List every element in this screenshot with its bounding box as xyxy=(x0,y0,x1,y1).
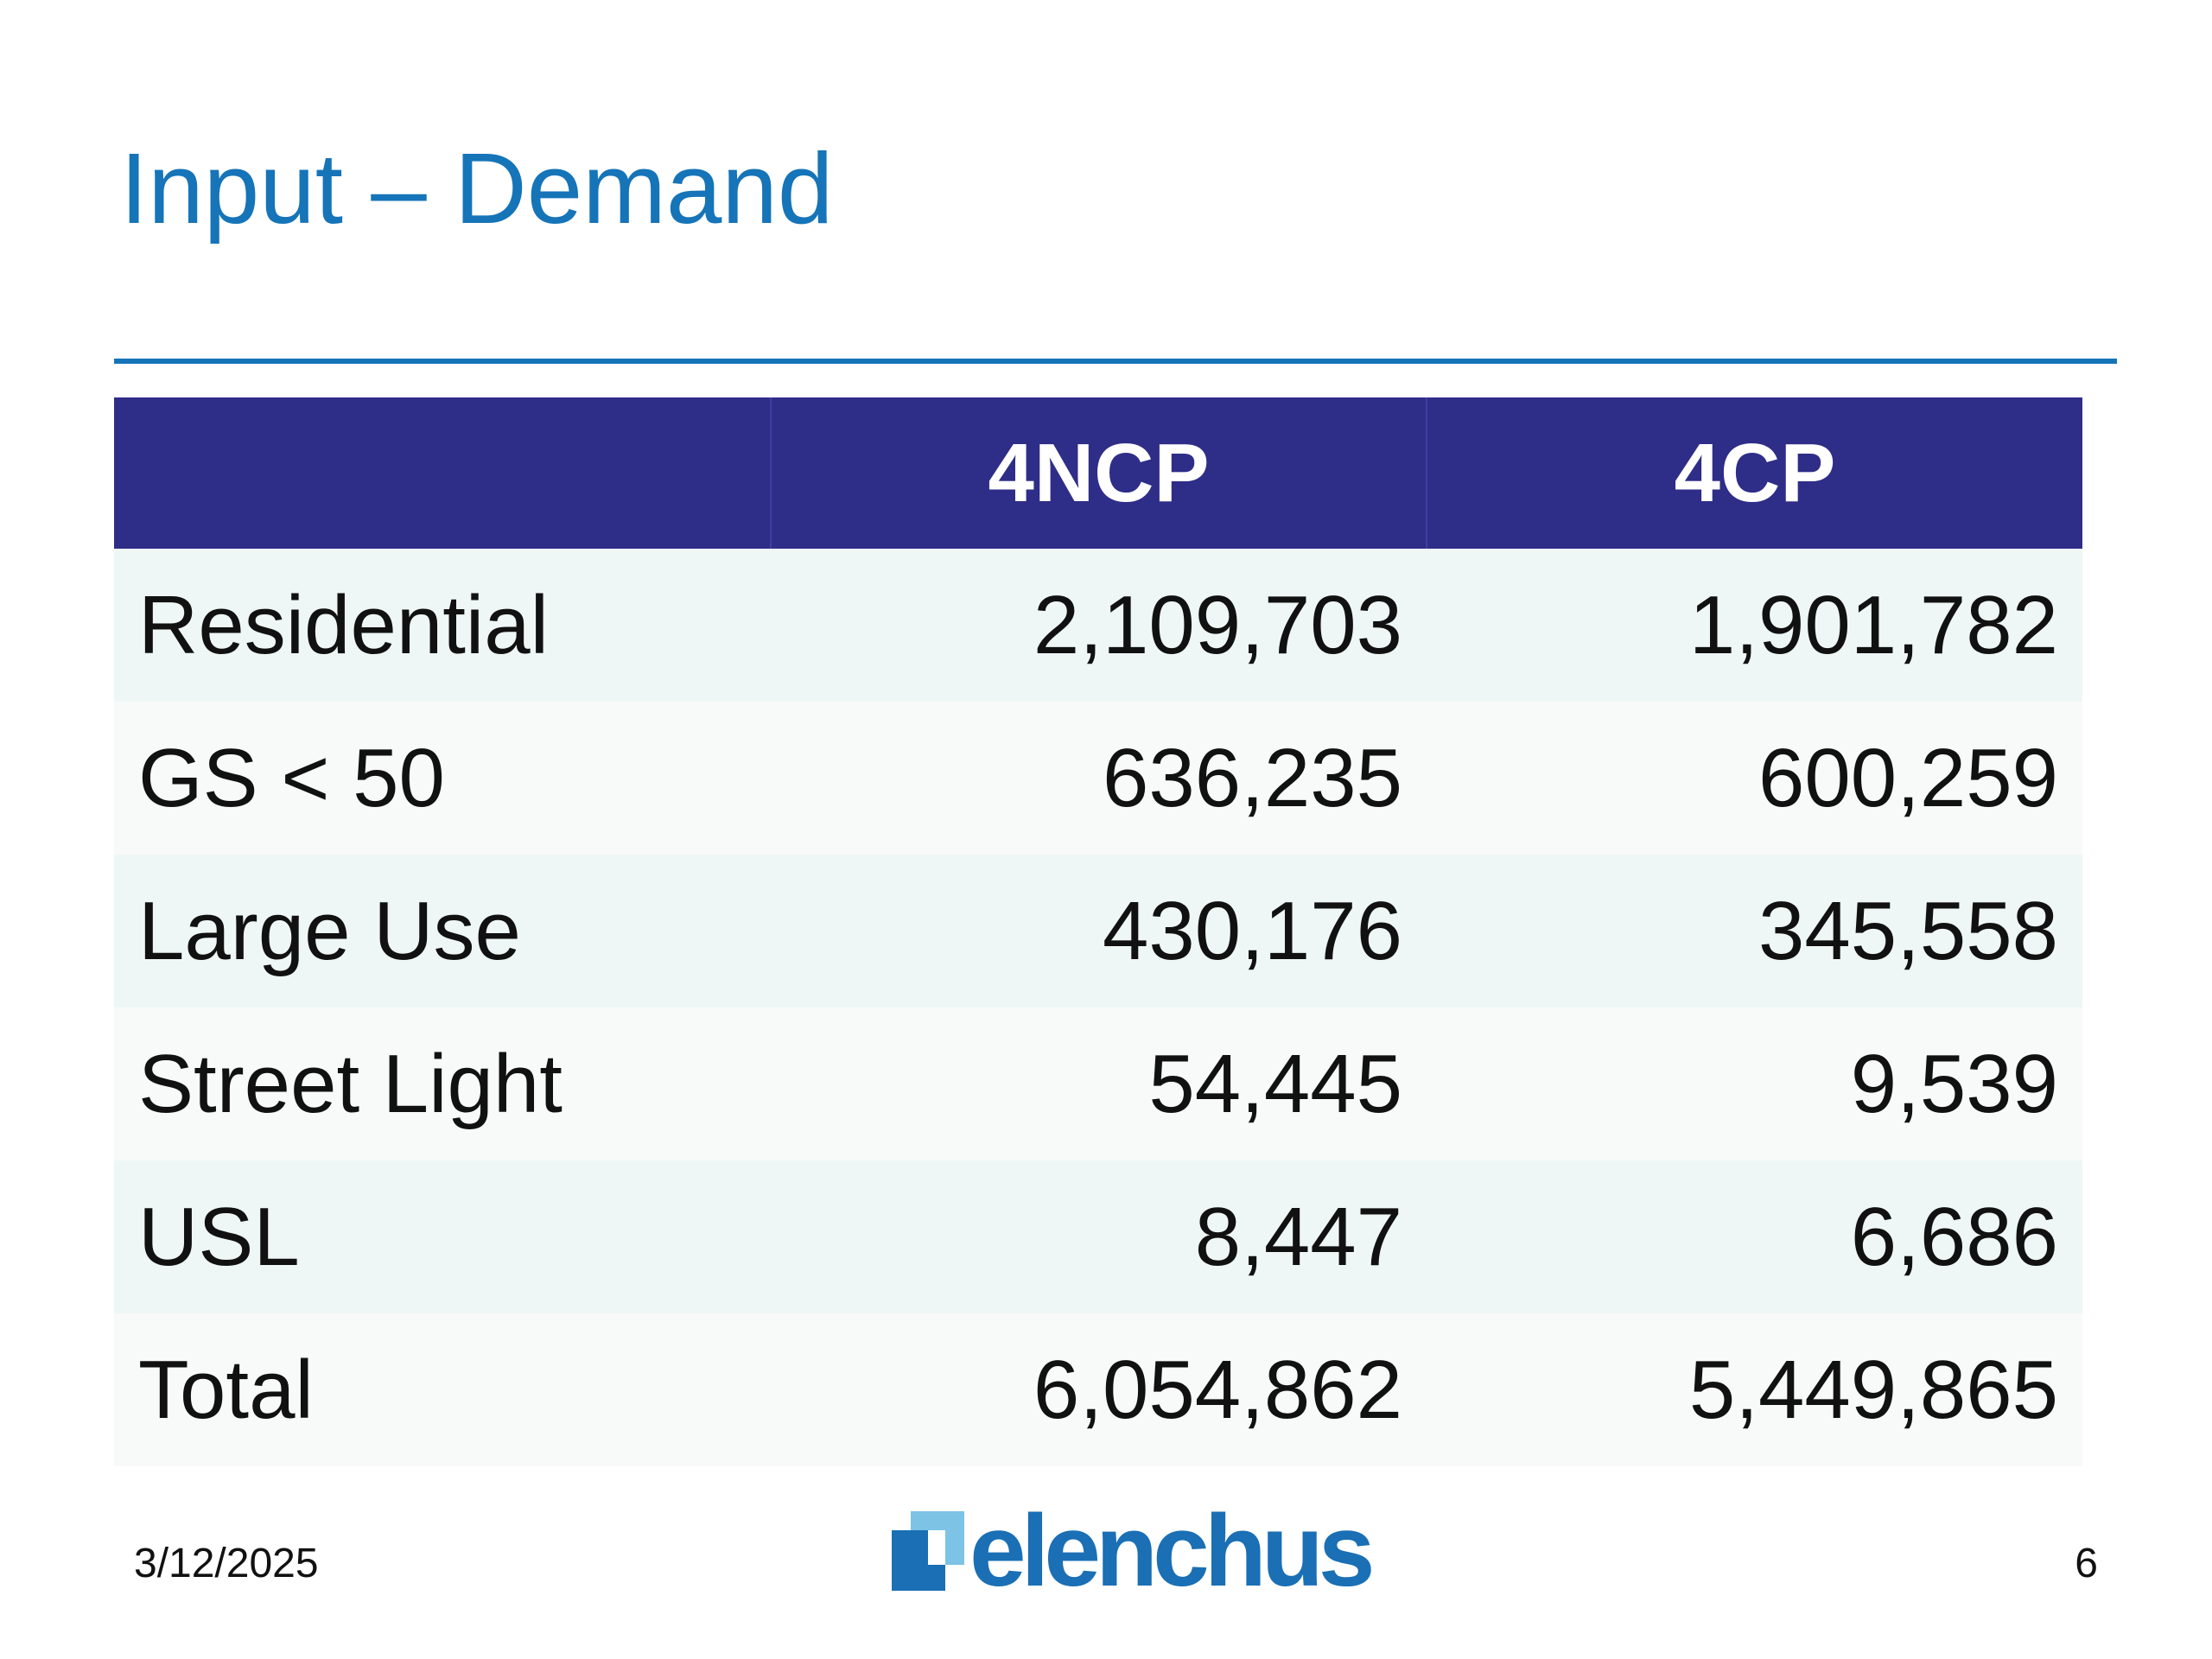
value-4ncp: 6,054,862 xyxy=(771,1313,1427,1466)
slide-title: Input – Demand xyxy=(120,132,834,245)
table-row: Street Light 54,445 9,539 xyxy=(114,1007,2082,1160)
table-row-total: Total 6,054,862 5,449,865 xyxy=(114,1313,2082,1466)
row-label: Large Use xyxy=(114,855,771,1007)
title-divider xyxy=(114,359,2117,364)
row-label: Street Light xyxy=(114,1007,771,1160)
table-row: Residential 2,109,703 1,901,782 xyxy=(114,549,2082,702)
value-4cp: 600,259 xyxy=(1427,702,2082,855)
value-4cp: 9,539 xyxy=(1427,1007,2082,1160)
value-4cp: 345,558 xyxy=(1427,855,2082,1007)
page-number: 6 xyxy=(2075,1541,2098,1586)
elenchus-logo: elenchus xyxy=(892,1494,1376,1608)
value-4ncp: 8,447 xyxy=(771,1160,1427,1313)
demand-table: 4NCP 4CP Residential 2,109,703 1,901,782… xyxy=(114,397,2082,1466)
table-row: USL 8,447 6,686 xyxy=(114,1160,2082,1313)
value-4ncp: 54,445 xyxy=(771,1007,1427,1160)
header-cell-4ncp: 4NCP xyxy=(770,397,1427,549)
logo-mark-icon xyxy=(892,1511,964,1591)
value-4ncp: 636,235 xyxy=(771,702,1427,855)
header-cell-category xyxy=(114,397,771,549)
table-row: Large Use 430,176 345,558 xyxy=(114,855,2082,1007)
logo-text: elenchus xyxy=(969,1494,1376,1608)
value-4cp: 5,449,865 xyxy=(1427,1313,2082,1466)
table-header-row: 4NCP 4CP xyxy=(114,397,2082,549)
header-cell-4cp: 4CP xyxy=(1426,397,2082,549)
table-row: GS < 50 636,235 600,259 xyxy=(114,702,2082,855)
row-label: USL xyxy=(114,1160,771,1313)
value-4ncp: 430,176 xyxy=(771,855,1427,1007)
value-4cp: 1,901,782 xyxy=(1427,549,2082,702)
row-label: Residential xyxy=(114,549,771,702)
row-label: Total xyxy=(114,1313,771,1466)
footer-date: 3/12/2025 xyxy=(134,1541,319,1586)
value-4ncp: 2,109,703 xyxy=(771,549,1427,702)
value-4cp: 6,686 xyxy=(1427,1160,2082,1313)
row-label: GS < 50 xyxy=(114,702,771,855)
